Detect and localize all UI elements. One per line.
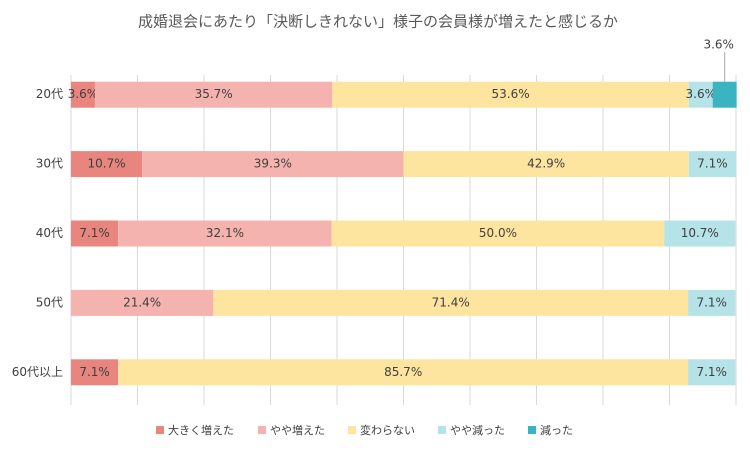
y-tick-label: 60代以上 <box>12 365 63 379</box>
y-tick-label: 30代 <box>36 157 63 171</box>
data-label: 3.6% <box>686 87 717 101</box>
bar-segment <box>688 289 736 316</box>
chart-title: 成婚退会にあたり「決断しきれない」様子の会員様が増えたと感じるか <box>138 13 618 31</box>
bar-segment <box>142 151 404 178</box>
legend-swatch <box>156 426 164 434</box>
bar-segment <box>213 289 689 316</box>
data-label: 50.0% <box>479 226 517 240</box>
data-label: 7.1% <box>696 365 727 379</box>
bar-segment <box>403 151 689 178</box>
bar-segment <box>71 81 95 108</box>
data-label: 42.9% <box>527 157 565 171</box>
legend-label: 大きく増えた <box>168 423 234 437</box>
bar-segment <box>664 220 736 247</box>
bar-segment <box>688 359 736 386</box>
bar-segment <box>118 220 332 247</box>
legend-label: やや増えた <box>270 424 325 437</box>
legend-swatch <box>528 426 536 434</box>
data-label: 3.6% <box>703 38 734 52</box>
data-label: 71.4% <box>432 295 470 309</box>
data-label: 85.7% <box>384 365 422 379</box>
data-label: 21.4% <box>123 295 161 309</box>
bar-segment <box>118 359 689 386</box>
data-label: 32.1% <box>206 226 244 240</box>
legend-swatch <box>348 426 356 434</box>
legend-swatch <box>438 426 446 434</box>
legend-swatch <box>258 426 266 434</box>
bar-segment <box>688 151 736 178</box>
legend-label: 減った <box>540 423 573 437</box>
data-label: 10.7% <box>88 157 126 171</box>
data-label: 7.1% <box>79 226 110 240</box>
legend-label: 変わらない <box>360 423 415 437</box>
bar-segment <box>71 220 119 247</box>
data-label: 3.6% <box>68 87 99 101</box>
bar-segment <box>94 81 333 108</box>
bar-segment <box>688 81 713 108</box>
data-label: 10.7% <box>681 226 719 240</box>
y-tick-label: 50代 <box>36 295 63 309</box>
bar-segment <box>71 151 143 178</box>
data-label: 7.1% <box>79 365 110 379</box>
data-label: 53.6% <box>492 87 530 101</box>
bar-segment <box>712 81 737 108</box>
bar-segment <box>71 289 214 316</box>
data-label: 39.3% <box>254 157 292 171</box>
bar-segment <box>332 81 689 108</box>
legend-label: やや減った <box>450 423 505 437</box>
data-label: 7.1% <box>697 157 728 171</box>
y-tick-label: 20代 <box>36 87 63 101</box>
data-label: 35.7% <box>195 87 233 101</box>
bar-segment <box>331 220 665 247</box>
y-tick-label: 40代 <box>36 226 63 240</box>
bar-segment <box>71 359 119 386</box>
data-label: 7.1% <box>696 295 727 309</box>
